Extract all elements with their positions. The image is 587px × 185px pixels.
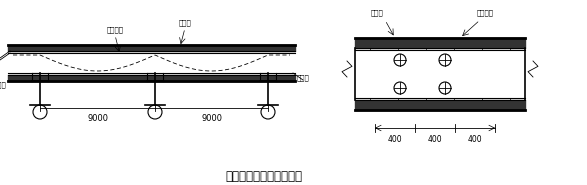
Text: 预应力筋在楼板中的布置: 预应力筋在楼板中的布置: [225, 171, 302, 184]
Text: 9000: 9000: [201, 114, 222, 123]
Text: 锚下筋: 锚下筋: [297, 75, 310, 81]
Text: 400: 400: [468, 135, 483, 144]
Text: 主梁架: 主梁架: [0, 82, 6, 88]
Text: 普通筋: 普通筋: [178, 19, 191, 26]
Text: 普通筋: 普通筋: [370, 9, 383, 16]
Text: 9000: 9000: [87, 114, 108, 123]
Text: 400: 400: [387, 135, 402, 144]
Text: 预应力筋: 预应力筋: [477, 9, 494, 16]
Text: 预应力筋: 预应力筋: [106, 26, 123, 33]
Text: 400: 400: [428, 135, 443, 144]
